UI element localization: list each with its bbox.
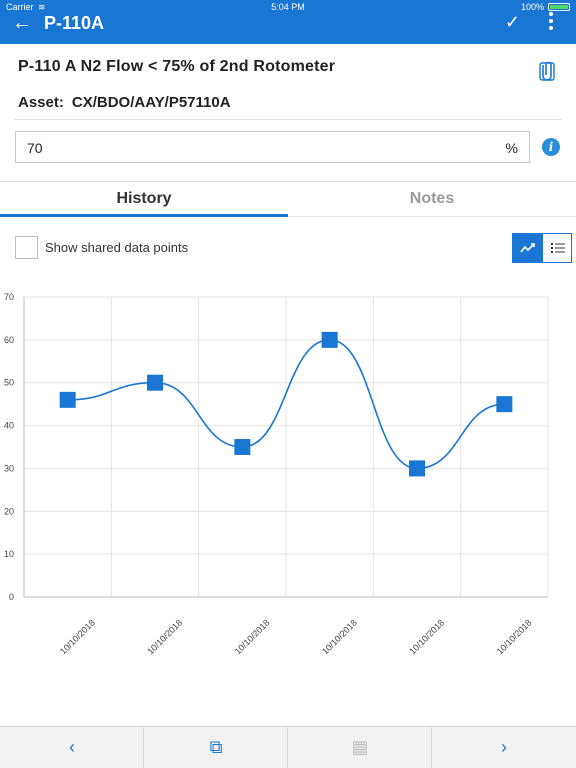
list-icon [551,243,565,253]
y-tick-label: 10 [4,549,14,559]
history-chart: 0 10 20 30 40 50 60 70 10/10/2018 10/10/2018 10/10… [4,292,549,656]
asset-row: Asset: CX/BDO/AAY/P57110A [18,94,231,111]
shared-data-checkbox[interactable] [15,236,38,259]
shared-data-label: Show shared data points [45,240,189,255]
previous-button[interactable]: ‹ [0,727,144,768]
data-point-marker [234,439,251,455]
tab-history[interactable]: History [116,190,172,207]
task-title: P-110 A N2 Flow < 75% of 2nd Rotometer [18,58,336,75]
divider [0,181,576,182]
y-tick-label: 20 [4,506,14,516]
asset-value: CX/BDO/AAY/P57110A [71,94,231,111]
view-toggle [512,233,572,263]
y-tick-label: 30 [4,463,14,473]
data-point-marker [59,391,76,408]
attachment-icon[interactable] [537,60,557,82]
more-options-icon[interactable] [548,10,554,34]
active-tab-indicator [0,214,288,217]
y-tick-label: 70 [4,292,14,302]
y-tick-label: 40 [4,421,14,431]
data-point-marker [409,460,425,477]
carrier-label: Carrier [6,2,34,12]
data-point-marker [496,396,513,413]
next-icon: › [501,737,507,757]
reading-unit: % [505,140,518,156]
status-bar: Carrier ≋ 5:04 PM 100% [0,0,576,14]
qr-scan-button[interactable]: ▦ [288,727,432,768]
qr-scan-icon: ▦ [351,737,369,757]
previous-icon: ‹ [69,737,75,757]
app-bar: Carrier ≋ 5:04 PM 100% ← P-110A ✓ [0,0,576,44]
x-tick-label: 10/10/2018 [320,617,359,656]
reading-value: 70 [27,140,43,156]
chart-view-button[interactable] [513,234,542,262]
y-tick-label: 0 [9,592,14,602]
tab-notes[interactable]: Notes [409,190,455,207]
x-tick-label: 10/10/2018 [233,617,272,656]
data-point-marker [147,374,163,391]
next-button[interactable]: › [432,727,576,768]
y-tick-label: 60 [4,335,14,345]
data-point-marker [321,331,338,348]
wifi-icon: ≋ [38,2,46,12]
x-tick-label: 10/10/2018 [58,617,97,656]
checklist-icon: ⧉ [209,737,223,757]
status-time: 5:04 PM [271,2,305,12]
complete-check-icon[interactable]: ✓ [504,12,520,32]
x-tick-label: 10/10/2018 [145,617,184,656]
tab-baseline [0,216,576,217]
battery-percent: 100% [520,2,544,12]
x-tick-label: 10/10/2018 [495,617,534,656]
back-arrow-icon[interactable]: ← [12,12,32,34]
battery-icon [548,3,570,11]
divider [14,119,562,120]
bottom-toolbar: ‹ ⧉ ▦ › [0,726,576,768]
checklist-button[interactable]: ⧉ [144,727,288,768]
reading-input[interactable]: 70 % [15,131,530,163]
list-view-button[interactable] [542,234,571,262]
x-tick-label: 10/10/2018 [407,617,446,656]
chart-icon [520,243,535,253]
page-title: P-110A [44,13,105,33]
asset-label: Asset: [18,94,64,111]
y-tick-label: 50 [4,378,14,388]
info-icon[interactable]: i [542,138,560,156]
